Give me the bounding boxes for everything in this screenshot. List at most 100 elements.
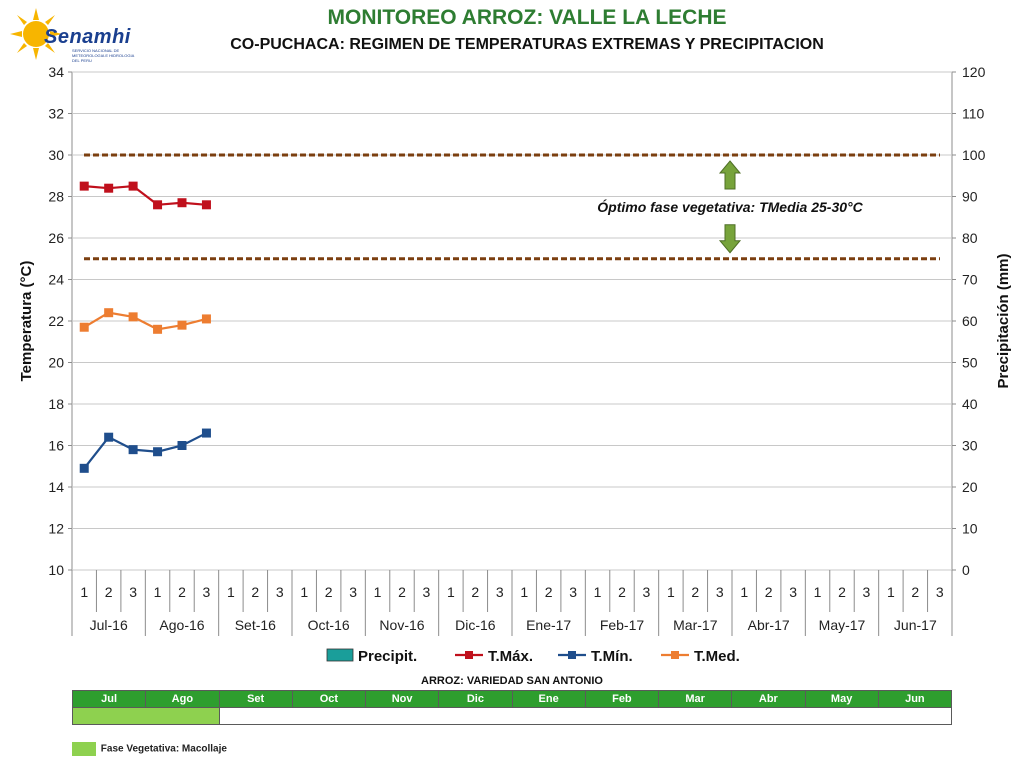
- decade-label: 3: [569, 584, 577, 600]
- y2-axis-title: Precipitación (mm): [995, 253, 1012, 388]
- month-label: Nov-16: [379, 617, 424, 633]
- phase-fill-cell: [72, 707, 220, 725]
- phase-month-cell: Mar: [657, 690, 733, 708]
- decade-label: 1: [520, 584, 528, 600]
- y-tick-label: 22: [48, 313, 64, 329]
- decade-label: 3: [423, 584, 431, 600]
- y-tick-label: 26: [48, 230, 64, 246]
- phase-month-cell: Ene: [511, 690, 586, 708]
- y2-tick-label: 80: [962, 230, 978, 246]
- data-point-tmed: [128, 312, 138, 322]
- phase-legend: Fase Vegetativa: Macollaje: [72, 742, 227, 756]
- phase-month-cell: Feb: [584, 690, 660, 708]
- y-tick-label: 16: [48, 438, 64, 454]
- phase-table: Jul Ago Set Oct Nov Dic Ene Feb Mar Abr May Jun: [71, 690, 953, 725]
- phase-month-cell: Jul: [71, 690, 147, 708]
- data-point-tmn: [201, 428, 211, 438]
- y2-tick-label: 30: [962, 438, 978, 454]
- phase-legend-swatch: [72, 742, 96, 756]
- decade-label: 3: [643, 584, 651, 600]
- phase-month-cell: Ago: [145, 690, 220, 708]
- decade-label: 1: [887, 584, 895, 600]
- data-point-tmn: [177, 441, 187, 450]
- decade-label: 2: [398, 584, 406, 600]
- month-label: Jun-17: [894, 617, 937, 633]
- decade-label: 3: [936, 584, 944, 600]
- decade-label: 2: [105, 584, 113, 600]
- phase-month-cell: Nov: [364, 690, 440, 708]
- y-tick-label: 24: [48, 272, 64, 288]
- decade-label: 2: [471, 584, 479, 600]
- legend-marker: [465, 651, 473, 659]
- y2-tick-label: 70: [962, 272, 978, 288]
- y-tick-label: 18: [48, 396, 64, 412]
- decade-label: 1: [374, 584, 382, 600]
- data-point-tmx: [153, 200, 163, 210]
- decade-label: 1: [80, 584, 88, 600]
- y-tick-label: 34: [48, 64, 64, 80]
- logo-subtext: SERVICIO NACIONAL DE METEOROLOGIA E HIDR…: [72, 48, 135, 63]
- y2-tick-label: 100: [962, 147, 986, 163]
- phase-month-row: Jul Ago Set Oct Nov Dic Ene Feb Mar Abr May Jun: [71, 690, 953, 708]
- y-tick-label: 30: [48, 147, 64, 163]
- decade-label: 2: [691, 584, 699, 600]
- decade-label: 1: [814, 584, 822, 600]
- month-label: May-17: [819, 617, 866, 633]
- month-label: Abr-17: [748, 617, 790, 633]
- phase-month-cell: Oct: [291, 690, 367, 708]
- month-label: Oct-16: [308, 617, 350, 633]
- chart-title: MONITOREO ARROZ: VALLE LA LECHE: [327, 6, 727, 29]
- phase-month-cell: May: [804, 690, 879, 708]
- y2-tick-label: 110: [962, 106, 985, 122]
- data-point-tmn: [153, 447, 163, 457]
- decade-label: 1: [667, 584, 675, 600]
- decade-label: 2: [911, 584, 919, 600]
- decade-label: 2: [765, 584, 773, 600]
- legend-marker: [671, 651, 679, 659]
- y2-tick-label: 0: [962, 562, 970, 578]
- decade-label: 3: [716, 584, 724, 600]
- optimum-annotation: Óptimo fase vegetativa: TMedia 25-30°C: [597, 198, 863, 215]
- data-point-tmed: [177, 320, 187, 330]
- data-point-tmx: [104, 183, 114, 193]
- y-tick-label: 14: [48, 479, 64, 495]
- data-point-tmn: [128, 445, 138, 455]
- month-label: Set-16: [235, 617, 276, 633]
- data-point-tmed: [153, 324, 163, 334]
- decade-label: 2: [838, 584, 846, 600]
- month-label: Feb-17: [600, 617, 645, 633]
- phase-month-cell: Set: [218, 690, 293, 708]
- month-label: Mar-17: [673, 617, 718, 633]
- data-point-tmx: [79, 181, 89, 191]
- senamhi-logo: Senamhi SERVICIO NACIONAL DE METEOROLOGI…: [10, 8, 140, 63]
- data-point-tmn: [79, 463, 89, 473]
- sun-icon: [10, 8, 62, 60]
- phase-month-cell: Jun: [877, 690, 953, 708]
- data-point-tmed: [104, 308, 114, 318]
- phase-month-cell: Dic: [438, 690, 513, 708]
- decade-label: 1: [300, 584, 308, 600]
- logo-name: Senamhi: [44, 26, 131, 48]
- data-point-tmed: [201, 314, 211, 324]
- decade-label: 3: [129, 584, 137, 600]
- up-arrow-icon: [718, 160, 742, 190]
- decade-label: 1: [594, 584, 602, 600]
- decade-label: 2: [545, 584, 553, 600]
- legend-marker: [568, 651, 576, 659]
- y2-tick-label: 20: [962, 479, 978, 495]
- y2-tick-label: 40: [962, 396, 978, 412]
- y2-tick-label: 60: [962, 313, 978, 329]
- decade-label: 2: [251, 584, 259, 600]
- month-label: Ago-16: [159, 617, 204, 633]
- phase-legend-label: Fase Vegetativa: Macollaje: [100, 743, 227, 755]
- decade-label: 2: [325, 584, 333, 600]
- y-tick-label: 12: [48, 521, 64, 537]
- decade-label: 3: [203, 584, 211, 600]
- decade-label: 1: [447, 584, 455, 600]
- decade-label: 1: [227, 584, 235, 600]
- decade-label: 1: [740, 584, 748, 600]
- y-tick-label: 20: [48, 355, 64, 371]
- phase-bar-row: [72, 707, 952, 725]
- decade-label: 3: [276, 584, 284, 600]
